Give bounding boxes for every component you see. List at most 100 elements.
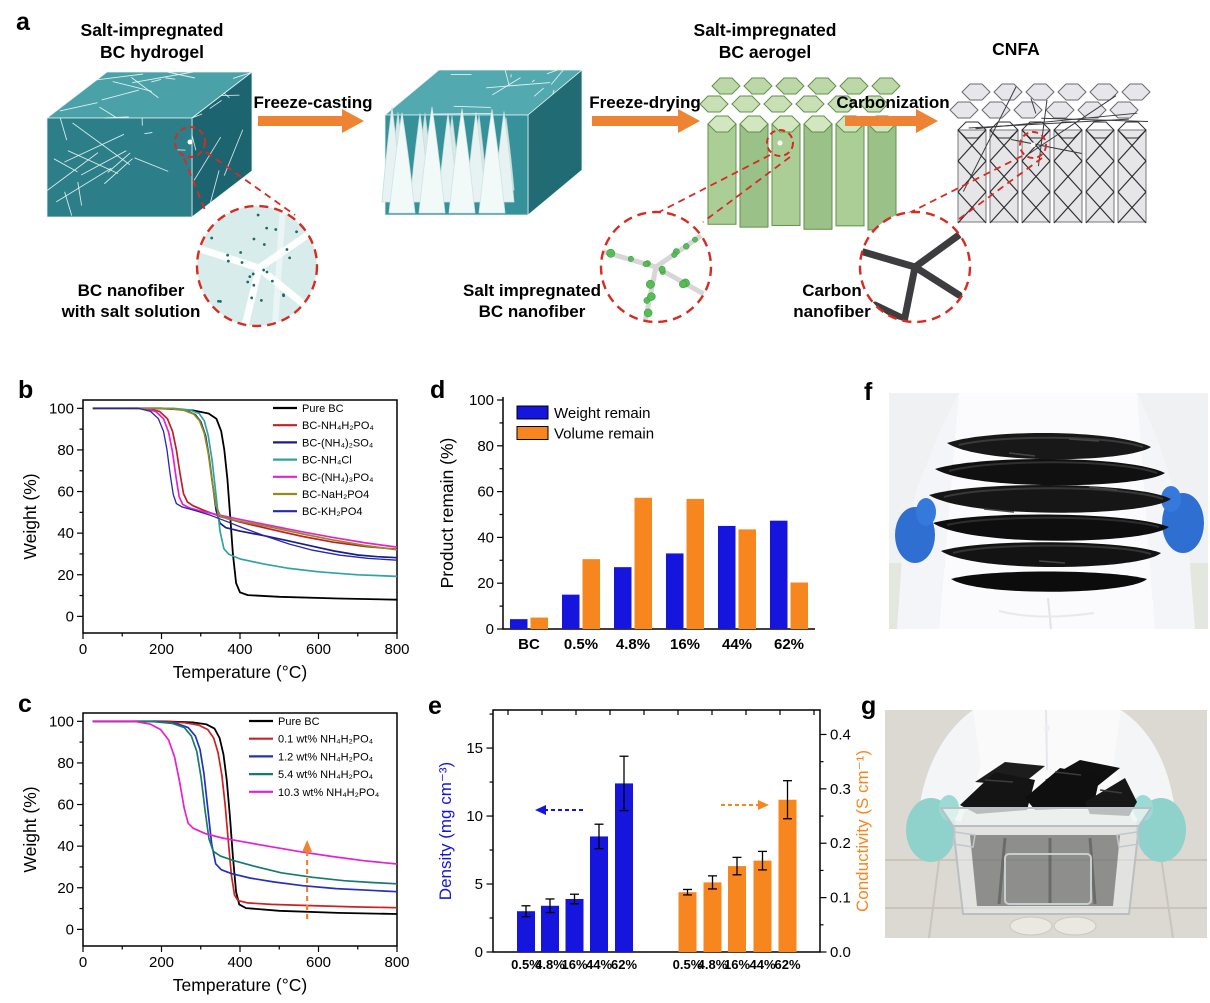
bar-conductivity bbox=[704, 882, 722, 952]
svg-text:5: 5 bbox=[475, 876, 483, 893]
svg-text:800: 800 bbox=[384, 641, 409, 658]
inset-caption-aerogel-line2: BC nanofiber bbox=[479, 302, 586, 321]
svg-text:100: 100 bbox=[49, 713, 74, 730]
svg-text:200: 200 bbox=[149, 641, 174, 658]
svg-text:Pure BC: Pure BC bbox=[302, 403, 344, 415]
bar-weight-remain bbox=[614, 567, 632, 629]
svg-text:0: 0 bbox=[66, 921, 74, 938]
curve-series-1 bbox=[93, 721, 397, 907]
inset-caption-cnfa-line1: Carbon bbox=[802, 281, 862, 300]
svg-text:Volume remain: Volume remain bbox=[554, 426, 654, 443]
photo-g-illustration bbox=[885, 710, 1207, 938]
bar-weight-remain bbox=[770, 521, 788, 629]
category-label: 0.5% bbox=[564, 636, 598, 653]
axes-ticks bbox=[497, 400, 503, 629]
x-axis-label: Temperature (°C) bbox=[173, 662, 307, 682]
photo-panel-f-holding-cnfa-stack bbox=[889, 393, 1208, 629]
category-label: 44% bbox=[722, 636, 752, 653]
svg-text:40: 40 bbox=[477, 529, 494, 546]
svg-text:100: 100 bbox=[49, 400, 74, 417]
category-label: 4.8% bbox=[616, 636, 650, 653]
chart-canvas-e: 0510150.00.10.20.30.40.5%4.8%16%44%62%0.… bbox=[425, 690, 885, 998]
axes-ticks bbox=[487, 710, 827, 952]
inset-caption-hydrogel-line1: BC nanofiber bbox=[78, 281, 185, 300]
bar-volume-remain bbox=[635, 498, 653, 629]
svg-text:BC-(NH₄)₃PO₄: BC-(NH₄)₃PO₄ bbox=[302, 472, 374, 484]
svg-text:0.0: 0.0 bbox=[830, 944, 851, 961]
process-step-carbonization: Carbonization bbox=[836, 93, 949, 112]
svg-text:0.3: 0.3 bbox=[830, 781, 851, 798]
category-label: 16% bbox=[670, 636, 700, 653]
category-label: 44% bbox=[749, 957, 775, 972]
svg-text:Weight remain: Weight remain bbox=[554, 405, 650, 422]
svg-text:100: 100 bbox=[469, 392, 494, 409]
svg-text:BC-KH₂PO4: BC-KH₂PO4 bbox=[302, 506, 363, 518]
x-axis-label: Temperature (°C) bbox=[173, 975, 307, 995]
inset-caption-aerogel-line1: Salt impregnated bbox=[463, 281, 601, 300]
panel-label-a: a bbox=[16, 10, 30, 35]
category-label: 16% bbox=[724, 957, 750, 972]
svg-text:200: 200 bbox=[149, 954, 174, 971]
legend: Pure BC BC-NH₄H₂PO₄ BC-(NH₄)₂SO₄ BC-NH₄Cl BC… bbox=[273, 403, 374, 518]
svg-text:15: 15 bbox=[466, 740, 483, 757]
y-axis-label: Weight (%) bbox=[20, 473, 40, 559]
svg-text:600: 600 bbox=[306, 954, 331, 971]
stage-title-hydrogel-line2: BC hydrogel bbox=[100, 42, 204, 62]
bar-weight-remain bbox=[666, 553, 684, 629]
panel-label-d: d bbox=[430, 378, 445, 403]
bar-volume-remain bbox=[687, 499, 705, 629]
svg-text:80: 80 bbox=[57, 755, 74, 772]
panel-label-b: b bbox=[18, 378, 33, 403]
svg-text:0: 0 bbox=[79, 641, 87, 658]
panel-label-e: e bbox=[428, 694, 442, 719]
stage-title-aerogel-line2: BC aerogel bbox=[719, 42, 811, 62]
svg-text:40: 40 bbox=[57, 838, 74, 855]
bar-density bbox=[566, 899, 584, 952]
inset-caption-cnfa-line2: nanofiber bbox=[793, 302, 871, 321]
category-label: 62% bbox=[774, 957, 800, 972]
panel-label-c: c bbox=[18, 692, 32, 717]
right-axis-label: Conductivity (S cm⁻¹) bbox=[853, 750, 872, 912]
bars bbox=[517, 783, 797, 952]
svg-text:BC-NH₄H₂PO₄: BC-NH₄H₂PO₄ bbox=[302, 420, 374, 432]
bar-weight-remain bbox=[718, 526, 736, 629]
svg-text:60: 60 bbox=[57, 797, 74, 814]
photo-f-illustration bbox=[889, 393, 1208, 629]
svg-text:10.3 wt% NH₄H₂PO₄: 10.3 wt% NH₄H₂PO₄ bbox=[278, 787, 380, 799]
svg-text:600: 600 bbox=[306, 641, 331, 658]
svg-text:BC-(NH₄)₂SO₄: BC-(NH₄)₂SO₄ bbox=[302, 437, 374, 449]
panel-label-g: g bbox=[861, 694, 876, 719]
svg-text:40: 40 bbox=[57, 525, 74, 542]
process-step-freeze-casting: Freeze-casting bbox=[253, 93, 372, 112]
svg-text:BC-NaH₂PO4: BC-NaH₂PO4 bbox=[302, 489, 369, 501]
svg-text:800: 800 bbox=[384, 954, 409, 971]
bar-volume-remain bbox=[791, 583, 809, 629]
svg-text:0.2: 0.2 bbox=[830, 835, 851, 852]
svg-text:BC-NH₄Cl: BC-NH₄Cl bbox=[302, 455, 352, 467]
bar-volume-remain bbox=[531, 618, 549, 629]
category-label: 62% bbox=[774, 636, 804, 653]
svg-text:0.4: 0.4 bbox=[830, 726, 851, 743]
svg-text:400: 400 bbox=[227, 954, 252, 971]
bar-conductivity bbox=[754, 861, 772, 952]
stage-title-aerogel-line1: Salt-impregnated bbox=[694, 20, 837, 40]
category-label: 62% bbox=[611, 957, 637, 972]
svg-text:0: 0 bbox=[66, 608, 74, 625]
bar-conductivity bbox=[779, 800, 797, 952]
svg-text:0: 0 bbox=[486, 621, 494, 638]
panel-label-f: f bbox=[864, 380, 872, 405]
transparent-box bbox=[941, 808, 1151, 914]
svg-text:0.1: 0.1 bbox=[830, 890, 851, 907]
photo-panel-g-box-of-cnfa bbox=[885, 710, 1207, 938]
svg-text:0: 0 bbox=[79, 954, 87, 971]
process-step-freeze-drying: Freeze-drying bbox=[589, 93, 700, 112]
category-label: BC bbox=[518, 636, 540, 653]
svg-text:0.1 wt% NH₄H₂PO₄: 0.1 wt% NH₄H₂PO₄ bbox=[278, 734, 374, 746]
